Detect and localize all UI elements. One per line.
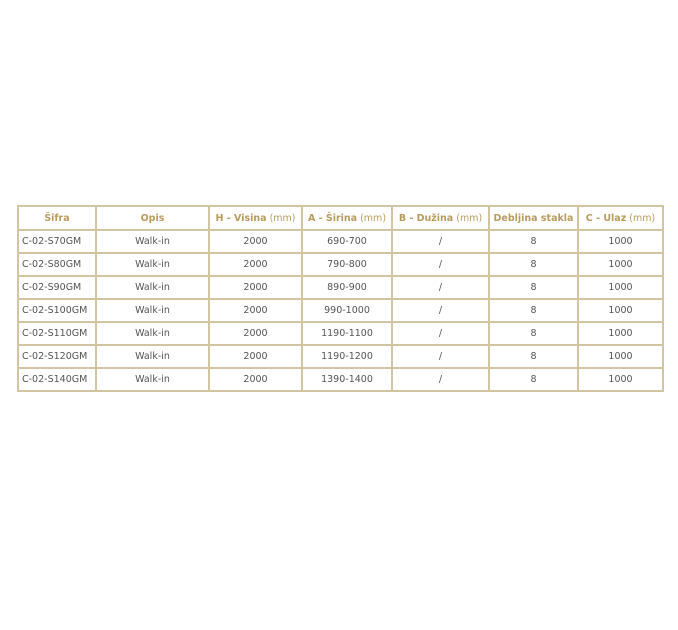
table-cell: C-02-S110GM: [17, 321, 97, 346]
table-cell: 8: [488, 298, 579, 323]
table-cell: /: [391, 298, 490, 323]
header-unit: (mm): [266, 212, 296, 224]
table-cell: 1000: [577, 252, 664, 277]
header-label: H - Visina: [215, 212, 267, 224]
table-row: C-02-S120GM Walk-in 2000 1190-1200/8 1000: [17, 344, 664, 369]
table-cell: 2000: [208, 298, 303, 323]
table-cell: 8: [488, 229, 579, 254]
table-cell: 1000: [577, 321, 664, 346]
specs-table: Šifra Opis H - Visina (mm) A - Širina (mm) B…: [17, 205, 664, 392]
column-header: Debljina stakla: [488, 205, 579, 231]
header-label: Debljina stakla: [493, 212, 574, 224]
table-cell: 2000: [208, 344, 303, 369]
table-cell: /: [391, 252, 490, 277]
table-cell: 990-1000: [301, 298, 393, 323]
table-cell: 1000: [577, 344, 664, 369]
header-row: Šifra Opis H - Visina (mm) A - Širina (mm) B…: [17, 205, 664, 231]
table-cell: 8: [488, 367, 579, 392]
table-cell: 8: [488, 252, 579, 277]
table-row: C-02-S100GM Walk-in 2000 990-1000/8 1000: [17, 298, 664, 323]
table-cell: 8: [488, 275, 579, 300]
table-cell: 8: [488, 321, 579, 346]
table-cell: 690-700: [301, 229, 393, 254]
table-cell: /: [391, 344, 490, 369]
column-header: Šifra: [17, 205, 97, 231]
table-cell: 1190-1100: [301, 321, 393, 346]
header-label: Opis: [140, 212, 165, 224]
table-cell: C-02-S100GM: [17, 298, 97, 323]
table-cell: 1000: [577, 367, 664, 392]
header-label: Šifra: [44, 212, 70, 224]
table-cell: Walk-in: [95, 367, 210, 392]
header-label: C - Ulaz: [585, 212, 627, 224]
table-cell: Walk-in: [95, 321, 210, 346]
column-header: Opis: [95, 205, 210, 231]
header-unit: (mm): [357, 212, 387, 224]
table-cell: 790-800: [301, 252, 393, 277]
table-cell: 2000: [208, 321, 303, 346]
table-cell: 8: [488, 344, 579, 369]
table-cell: C-02-S120GM: [17, 344, 97, 369]
table-row: C-02-S80GM Walk-in 2000 790-800/8 1000: [17, 252, 664, 277]
header-unit: (mm): [453, 212, 483, 224]
table-row: C-02-S70GM Walk-in 2000 690-700/8 1000: [17, 229, 664, 254]
table-cell: 2000: [208, 275, 303, 300]
table-row: C-02-S90GM Walk-in 2000 890-900/8 1000: [17, 275, 664, 300]
column-header: B - Dužina (mm): [391, 205, 490, 231]
table-cell: 1190-1200: [301, 344, 393, 369]
header-label: A - Širina: [307, 212, 358, 224]
table-cell: C-02-S90GM: [17, 275, 97, 300]
table-cell: C-02-S140GM: [17, 367, 97, 392]
table-cell: 1390-1400: [301, 367, 393, 392]
table-cell: 1000: [577, 298, 664, 323]
column-header: A - Širina (mm): [301, 205, 393, 231]
table-cell: Walk-in: [95, 229, 210, 254]
table-cell: 2000: [208, 229, 303, 254]
table-cell: /: [391, 367, 490, 392]
table-cell: Walk-in: [95, 275, 210, 300]
table-row: C-02-S140GM Walk-in 2000 1390-1400/8 1000: [17, 367, 664, 392]
table-cell: C-02-S80GM: [17, 252, 97, 277]
header-label: B - Dužina: [398, 212, 454, 224]
table-cell: 2000: [208, 252, 303, 277]
table-cell: 1000: [577, 229, 664, 254]
table-cell: /: [391, 275, 490, 300]
table-row: C-02-S110GM Walk-in 2000 1190-1100/8 1000: [17, 321, 664, 346]
table-cell: /: [391, 321, 490, 346]
table-cell: Walk-in: [95, 344, 210, 369]
table-cell: 2000: [208, 367, 303, 392]
table-cell: 890-900: [301, 275, 393, 300]
table-cell: /: [391, 229, 490, 254]
table-cell: C-02-S70GM: [17, 229, 97, 254]
column-header: C - Ulaz (mm): [577, 205, 664, 231]
header-unit: (mm): [626, 212, 656, 224]
table-cell: 1000: [577, 275, 664, 300]
table-cell: Walk-in: [95, 252, 210, 277]
column-header: H - Visina (mm): [208, 205, 303, 231]
table-cell: Walk-in: [95, 298, 210, 323]
